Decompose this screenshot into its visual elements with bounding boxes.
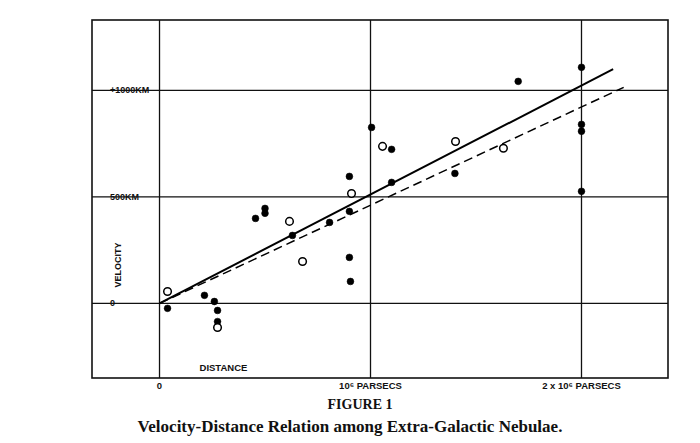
plot-frame — [92, 20, 668, 378]
filled-point — [262, 205, 269, 212]
filled-point — [578, 64, 585, 71]
filled-point — [578, 188, 585, 195]
filled-point — [214, 307, 221, 314]
x-tick-label: 0 — [157, 380, 162, 391]
x-tick-label: 2 x 10⁶ PARSECS — [542, 380, 621, 391]
chart: 0 10⁶ PARSECS 2 x 10⁶ PARSECS 0 500KM +1000KM… — [0, 0, 700, 443]
x-axis-label: DISTANCE — [200, 362, 248, 373]
background — [0, 0, 700, 443]
figure-number: FIGURE 1 — [328, 397, 393, 412]
filled-point — [347, 278, 354, 285]
filled-point — [388, 146, 395, 153]
y-grid-line — [92, 90, 668, 91]
open-point — [299, 258, 307, 266]
open-point — [348, 190, 356, 198]
filled-point — [201, 292, 208, 299]
open-point — [286, 218, 294, 226]
x-grid-line — [159, 20, 160, 378]
filled-point — [164, 305, 171, 312]
x-grid-line — [370, 20, 371, 378]
filled-point — [252, 215, 259, 222]
filled-point — [211, 298, 218, 305]
y-tick-label: +1000KM — [110, 85, 149, 95]
plot-area — [160, 64, 624, 331]
filled-point — [515, 78, 522, 85]
open-point — [452, 138, 460, 146]
x-tick-label: 10⁶ PARSECS — [339, 380, 402, 391]
filled-point — [368, 124, 375, 131]
filled-point — [452, 170, 459, 177]
open-point — [500, 144, 508, 152]
solid-line — [160, 69, 614, 303]
x-grid-line — [581, 20, 582, 378]
page: {"chart_data": { "type": "scatter", "tit… — [0, 0, 700, 443]
y-tick-label: 500KM — [110, 192, 139, 202]
filled-point — [578, 128, 585, 135]
y-axis-label: VELOCITY — [113, 242, 123, 287]
filled-point — [346, 173, 353, 180]
open-point — [164, 288, 172, 296]
open-point — [214, 324, 222, 332]
dashed-line — [160, 87, 624, 303]
filled-point — [578, 121, 585, 128]
y-tick-label: 0 — [110, 298, 115, 308]
y-grid-line — [92, 303, 668, 304]
filled-point — [346, 254, 353, 261]
caption: Velocity-Distance Relation among Extra-G… — [138, 417, 563, 436]
open-point — [379, 143, 387, 151]
y-grid-line — [92, 196, 668, 197]
